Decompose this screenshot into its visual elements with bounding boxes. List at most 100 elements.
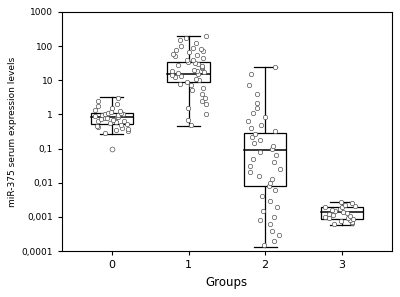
Point xyxy=(178,44,184,48)
Point xyxy=(202,96,208,100)
Point xyxy=(203,112,209,117)
Point xyxy=(187,122,194,127)
Point xyxy=(272,188,278,193)
Point xyxy=(184,58,191,63)
Point xyxy=(199,66,205,71)
Bar xyxy=(321,207,363,219)
Point xyxy=(277,167,284,171)
Point xyxy=(118,110,124,115)
Point xyxy=(268,228,275,233)
Point xyxy=(250,157,256,161)
Point xyxy=(200,56,206,60)
Point xyxy=(106,121,113,125)
Point xyxy=(102,116,108,121)
Point xyxy=(261,243,268,247)
Point xyxy=(272,129,278,134)
Point xyxy=(247,170,254,175)
Point xyxy=(244,119,251,123)
X-axis label: Groups: Groups xyxy=(206,276,248,289)
Point xyxy=(251,140,257,145)
Point xyxy=(102,111,108,116)
Point xyxy=(184,59,191,64)
Point xyxy=(192,61,199,65)
Point xyxy=(172,54,179,59)
Point xyxy=(258,194,265,199)
Point xyxy=(337,206,343,211)
Point xyxy=(192,41,199,46)
Point xyxy=(257,218,263,222)
Point xyxy=(121,119,128,123)
Point xyxy=(254,91,261,96)
Point xyxy=(170,51,176,56)
Point xyxy=(257,122,264,127)
Point xyxy=(194,53,200,57)
Y-axis label: miR-375 serum expression levels: miR-375 serum expression levels xyxy=(8,56,17,207)
Point xyxy=(92,108,98,112)
Point xyxy=(114,114,121,119)
Point xyxy=(102,131,109,136)
Point xyxy=(270,143,276,148)
Point xyxy=(173,48,179,53)
Point xyxy=(349,200,356,205)
Point xyxy=(256,138,263,142)
Point xyxy=(271,238,277,243)
Point xyxy=(351,203,358,208)
Point xyxy=(322,205,328,210)
Point xyxy=(347,218,354,222)
Point xyxy=(203,102,209,106)
Point xyxy=(338,204,345,209)
Point xyxy=(268,176,275,181)
Point xyxy=(188,83,194,88)
Point xyxy=(194,69,200,74)
Point xyxy=(347,214,354,219)
Point xyxy=(199,91,205,96)
Point xyxy=(341,202,348,207)
Point xyxy=(349,220,355,225)
Point xyxy=(98,113,105,117)
Point xyxy=(267,198,274,203)
Point xyxy=(113,128,120,132)
Point xyxy=(183,35,190,40)
Point xyxy=(194,72,201,77)
Point xyxy=(274,204,280,209)
Point xyxy=(344,216,351,221)
Point xyxy=(332,208,338,213)
Point xyxy=(190,45,197,50)
Point xyxy=(201,70,208,75)
Point xyxy=(113,115,120,119)
Point xyxy=(95,104,101,109)
Point xyxy=(272,153,279,157)
Point xyxy=(95,119,101,124)
Point xyxy=(92,113,98,118)
Point xyxy=(98,117,104,121)
Point xyxy=(120,112,126,117)
Point xyxy=(95,98,102,103)
Point xyxy=(177,38,184,42)
Point xyxy=(257,149,263,154)
Point xyxy=(272,64,278,69)
Point xyxy=(326,215,332,220)
Point xyxy=(199,64,205,68)
Point xyxy=(271,160,278,165)
Point xyxy=(125,129,131,134)
Point xyxy=(95,124,102,129)
Point xyxy=(94,123,100,128)
Point xyxy=(326,212,332,217)
Point xyxy=(338,199,344,204)
Point xyxy=(109,106,115,111)
Point xyxy=(109,146,115,151)
Point xyxy=(200,86,207,90)
Point xyxy=(185,117,191,122)
Point xyxy=(104,115,111,120)
Point xyxy=(252,132,258,136)
Point xyxy=(344,211,350,215)
Point xyxy=(186,50,192,55)
Point xyxy=(112,120,119,124)
Point xyxy=(110,118,116,122)
Point xyxy=(265,184,272,188)
Point xyxy=(191,67,198,72)
Point xyxy=(246,83,252,88)
Point xyxy=(266,180,273,185)
Point xyxy=(178,74,184,79)
Point xyxy=(114,113,121,118)
